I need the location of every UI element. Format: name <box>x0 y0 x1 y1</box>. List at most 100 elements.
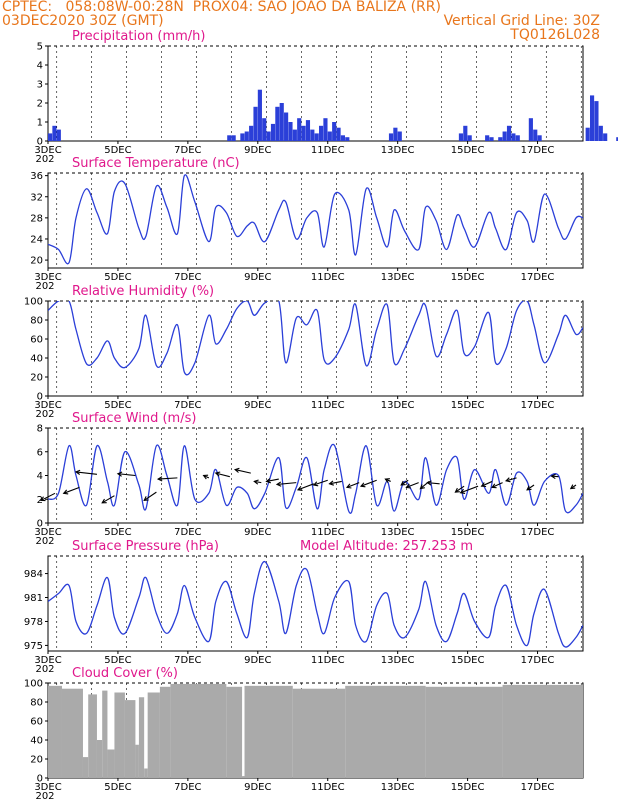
wind-arrow <box>234 469 251 474</box>
precip-bar <box>305 120 311 141</box>
x-tick-label: 15DEC <box>451 655 485 666</box>
wind-arrow-head <box>550 473 556 480</box>
wind-arrow-head <box>214 471 221 477</box>
y-tick-label: 28 <box>30 213 43 224</box>
x-tick-label: 13DEC <box>381 782 415 793</box>
wind-arrow-head <box>116 471 123 477</box>
x-subtick-label: 202 <box>35 154 54 165</box>
cloud-bar <box>96 740 103 778</box>
x-tick-label: 9DEC <box>244 272 271 283</box>
x-subtick-label: 202 <box>35 664 54 675</box>
y-tick-label: 984 <box>24 569 43 580</box>
x-tick-label: 3DEC <box>34 527 61 538</box>
wind-arrow-head <box>143 496 149 502</box>
precip-bar <box>292 129 297 141</box>
wind-arrow-head <box>569 484 576 490</box>
wind-arrow-head <box>480 482 487 488</box>
wind-arrow-head <box>526 485 532 491</box>
wind-arrow <box>158 477 178 480</box>
precip-title: Precipitation (mm/h) <box>72 29 206 44</box>
wind-arrow <box>427 482 440 485</box>
rh-title: Relative Humidity (%) <box>72 284 215 299</box>
precip-bar <box>314 133 319 141</box>
y-tick-label: 20 <box>30 256 43 267</box>
wind-arrow <box>117 473 136 477</box>
wind-arrow-head <box>400 480 406 486</box>
panel-frame <box>47 300 584 397</box>
precip-bar <box>463 125 468 141</box>
x-tick-label: 7DEC <box>174 782 201 793</box>
header-code: TQ0126L028 <box>510 27 600 43</box>
precip-bar <box>275 106 280 141</box>
wind-arrow-head <box>454 487 460 493</box>
cloud-bar <box>107 749 115 778</box>
wind-arrow <box>460 485 479 494</box>
precip-bar <box>589 95 595 141</box>
x-tick-label: 17DEC <box>521 782 555 793</box>
series-line <box>48 443 583 514</box>
wind-arrow-head <box>491 483 497 489</box>
x-tick-label: 11DEC <box>311 527 345 538</box>
wind-arrow-head <box>312 481 319 487</box>
precip-bar <box>388 133 394 141</box>
cloud-title: Cloud Cover (%) <box>72 666 178 681</box>
x-subtick-label: 202 <box>35 409 54 420</box>
precip-bar <box>336 127 341 141</box>
x-tick-label: 11DEC <box>311 782 345 793</box>
precip-bar <box>284 112 289 141</box>
wind-arrow <box>40 492 56 501</box>
precip-bar <box>262 118 267 141</box>
precip-bar <box>502 131 507 141</box>
wind-arrow-head <box>265 478 271 484</box>
precip-bar <box>594 101 599 141</box>
y-tick-label: 40 <box>30 736 43 747</box>
wind-arrow <box>505 477 517 482</box>
x-tick-label: 17DEC <box>521 527 555 538</box>
wind-arrow-head <box>384 478 390 484</box>
precip-bar <box>332 122 337 141</box>
wind-arrow <box>215 472 230 478</box>
temp-title: Surface Temperature (nC) <box>72 156 240 171</box>
wind-arrow <box>346 482 360 488</box>
x-tick-label: 5DEC <box>104 145 131 156</box>
x-subtick-label: 202 <box>35 791 54 800</box>
wind-arrow <box>551 475 559 478</box>
x-tick-label: 11DEC <box>311 400 345 411</box>
x-tick-label: 7DEC <box>174 655 201 666</box>
precip-bar <box>310 129 315 141</box>
wind-arrow <box>143 491 157 501</box>
x-tick-label: 9DEC <box>244 400 271 411</box>
wind-arrow <box>329 480 342 485</box>
x-tick-label: 13DEC <box>381 527 415 538</box>
y-tick-label: 24 <box>30 234 43 245</box>
x-tick-label: 3DEC <box>34 782 61 793</box>
wind-arrow-head <box>459 488 466 494</box>
cloud-bar <box>82 757 89 778</box>
precip-bar <box>467 135 472 141</box>
x-tick-label: 7DEC <box>174 272 201 283</box>
x-tick-label: 15DEC <box>451 400 485 411</box>
y-tick-label: 5 <box>37 42 43 53</box>
precip-bar <box>266 131 271 141</box>
wind-arrow <box>63 486 80 494</box>
precip-bar <box>515 135 520 141</box>
cloud-bar <box>226 686 243 778</box>
x-tick-label: 17DEC <box>521 145 555 156</box>
y-tick-label: 2 <box>37 495 43 506</box>
precip-bar <box>345 137 350 141</box>
cloud-bar <box>159 686 171 778</box>
precip-bar <box>616 137 618 141</box>
y-tick-label: 40 <box>30 354 43 365</box>
x-tick-label: 17DEC <box>521 272 555 283</box>
wind-arrow-head <box>426 480 432 486</box>
wind-arrow-head <box>156 476 163 482</box>
x-tick-label: 5DEC <box>104 400 131 411</box>
x-tick-label: 13DEC <box>381 400 415 411</box>
x-tick-label: 3DEC <box>34 145 61 156</box>
y-tick-label: 3 <box>37 80 43 91</box>
x-tick-label: 3DEC <box>34 272 61 283</box>
precip-bar <box>288 122 293 141</box>
precip-bar <box>231 135 236 141</box>
cloud-bar <box>88 694 97 778</box>
